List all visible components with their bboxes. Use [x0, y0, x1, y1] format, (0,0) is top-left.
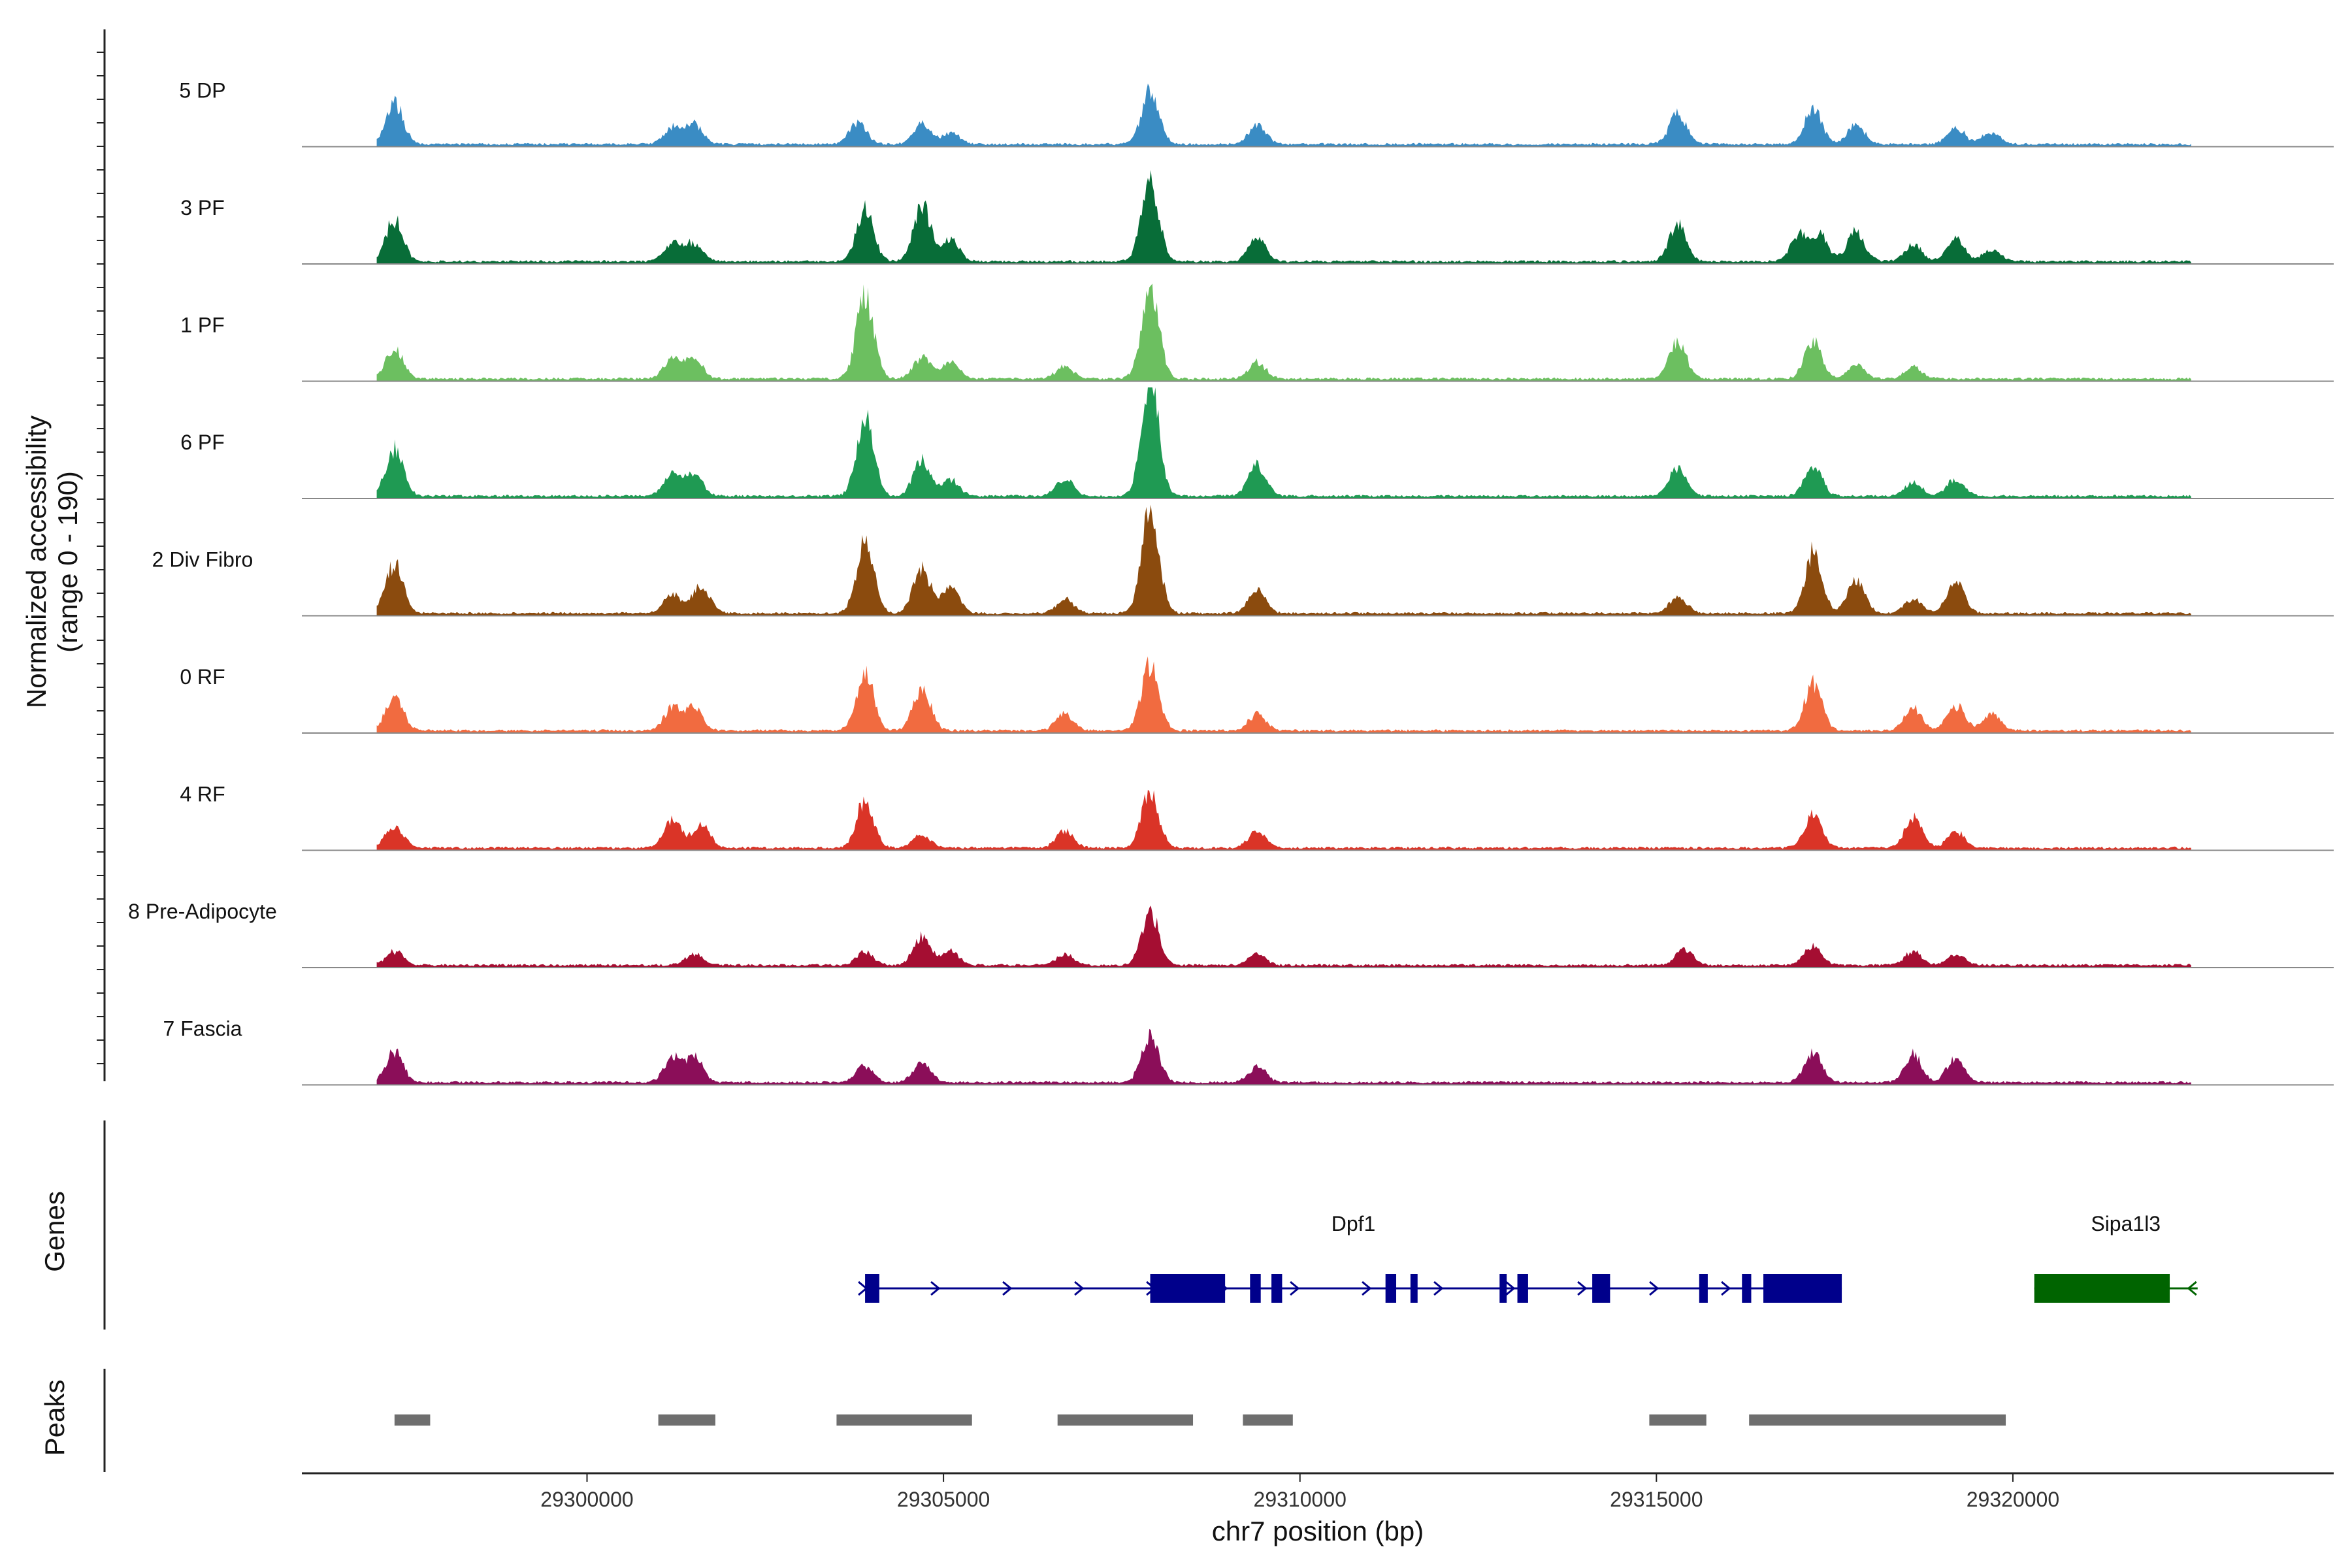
track-label: 2 Div Fibro [152, 548, 253, 572]
strand-arrow [2187, 1281, 2197, 1296]
gene-sipa1l3: Sipa1l3 [2034, 1212, 2198, 1303]
track-7-fascia: 7 Fascia [163, 1017, 2334, 1086]
gene-exon [1250, 1274, 1261, 1303]
y-axis-title-line2: (range 0 - 190) [52, 471, 83, 653]
strand-arrow [1505, 1281, 1516, 1296]
x-tick-label: 29300000 [540, 1488, 633, 1511]
track-label: 1 PF [180, 314, 225, 337]
genes-track-title: Genes [39, 1191, 70, 1272]
gene-dpf1: Dpf1 [858, 1212, 1842, 1303]
gene-exon [1742, 1274, 1752, 1303]
track-0-rf: 0 RF [180, 656, 2334, 734]
peak-region [1749, 1414, 2006, 1426]
gene-exon [2034, 1274, 2170, 1303]
peak-annotation-track [394, 1414, 2006, 1426]
peaks-track-title: Peaks [39, 1380, 70, 1456]
gene-exon [1699, 1274, 1708, 1303]
track-label: 5 DP [179, 79, 225, 103]
strand-arrow [1002, 1281, 1013, 1296]
track-label: 4 RF [180, 783, 225, 806]
gene-exon [1385, 1274, 1397, 1303]
x-tick-label: 29310000 [1254, 1488, 1347, 1511]
track-4-rf: 4 RF [180, 783, 2334, 851]
gene-exon [1517, 1274, 1528, 1303]
strand-arrow [1074, 1281, 1085, 1296]
y-axis-title-line1: Normalized accessibility [21, 416, 52, 708]
track-5-dp: 5 DP [179, 79, 2334, 148]
gene-exon [865, 1274, 879, 1303]
gene-annotation-track: Dpf1 Sipa1l3 [858, 1212, 2198, 1303]
gene-exon [1410, 1274, 1418, 1303]
peak-region [394, 1414, 431, 1426]
track-1-pf: 1 PF [180, 284, 2334, 382]
track-2-div-fibro: 2 Div Fibro [152, 504, 2334, 617]
gene-label: Dpf1 [1331, 1212, 1376, 1235]
gene-exon [1592, 1274, 1610, 1303]
track-label: 6 PF [180, 431, 225, 454]
gene-exon [1150, 1274, 1226, 1303]
strand-arrow [930, 1281, 941, 1296]
gene-exon [1763, 1274, 1842, 1303]
track-label: 7 Fascia [163, 1017, 242, 1041]
strand-arrow [1649, 1281, 1659, 1296]
track-8-pre-adipocyte: 8 Pre-Adipocyte [128, 900, 2334, 968]
x-axis: 29300000 29305000 29310000 29315000 29320000 [97, 29, 2334, 1511]
strand-arrow [1362, 1281, 1372, 1296]
strand-arrow [1721, 1281, 1731, 1296]
peak-region [658, 1414, 715, 1426]
x-tick-label: 29320000 [1967, 1488, 2059, 1511]
strand-arrow [1577, 1281, 1588, 1296]
track-3-pf: 3 PF [180, 170, 2334, 265]
peak-region [836, 1414, 972, 1426]
track-label: 3 PF [180, 196, 225, 220]
peak-region [1057, 1414, 1194, 1426]
peak-region [1649, 1414, 1707, 1426]
track-label: 8 Pre-Adipocyte [128, 900, 277, 923]
peak-region [1243, 1414, 1293, 1426]
track-6-pf: 6 PF [180, 387, 2334, 499]
strand-arrow [1433, 1281, 1444, 1296]
x-tick-label: 29305000 [897, 1488, 990, 1511]
coverage-tracks: 5 DP 3 PF 1 PF 6 PF 2 Div Fibro 0 RF 4 RF 8 Pre… [128, 79, 2334, 1086]
x-axis-title: chr7 position (bp) [1212, 1516, 1424, 1546]
strand-arrow [1290, 1281, 1300, 1296]
gene-label: Sipa1l3 [2091, 1212, 2161, 1235]
gene-exon [1499, 1274, 1507, 1303]
track-label: 0 RF [180, 665, 225, 689]
x-tick-label: 29315000 [1610, 1488, 1703, 1511]
gene-exon [1271, 1274, 1282, 1303]
